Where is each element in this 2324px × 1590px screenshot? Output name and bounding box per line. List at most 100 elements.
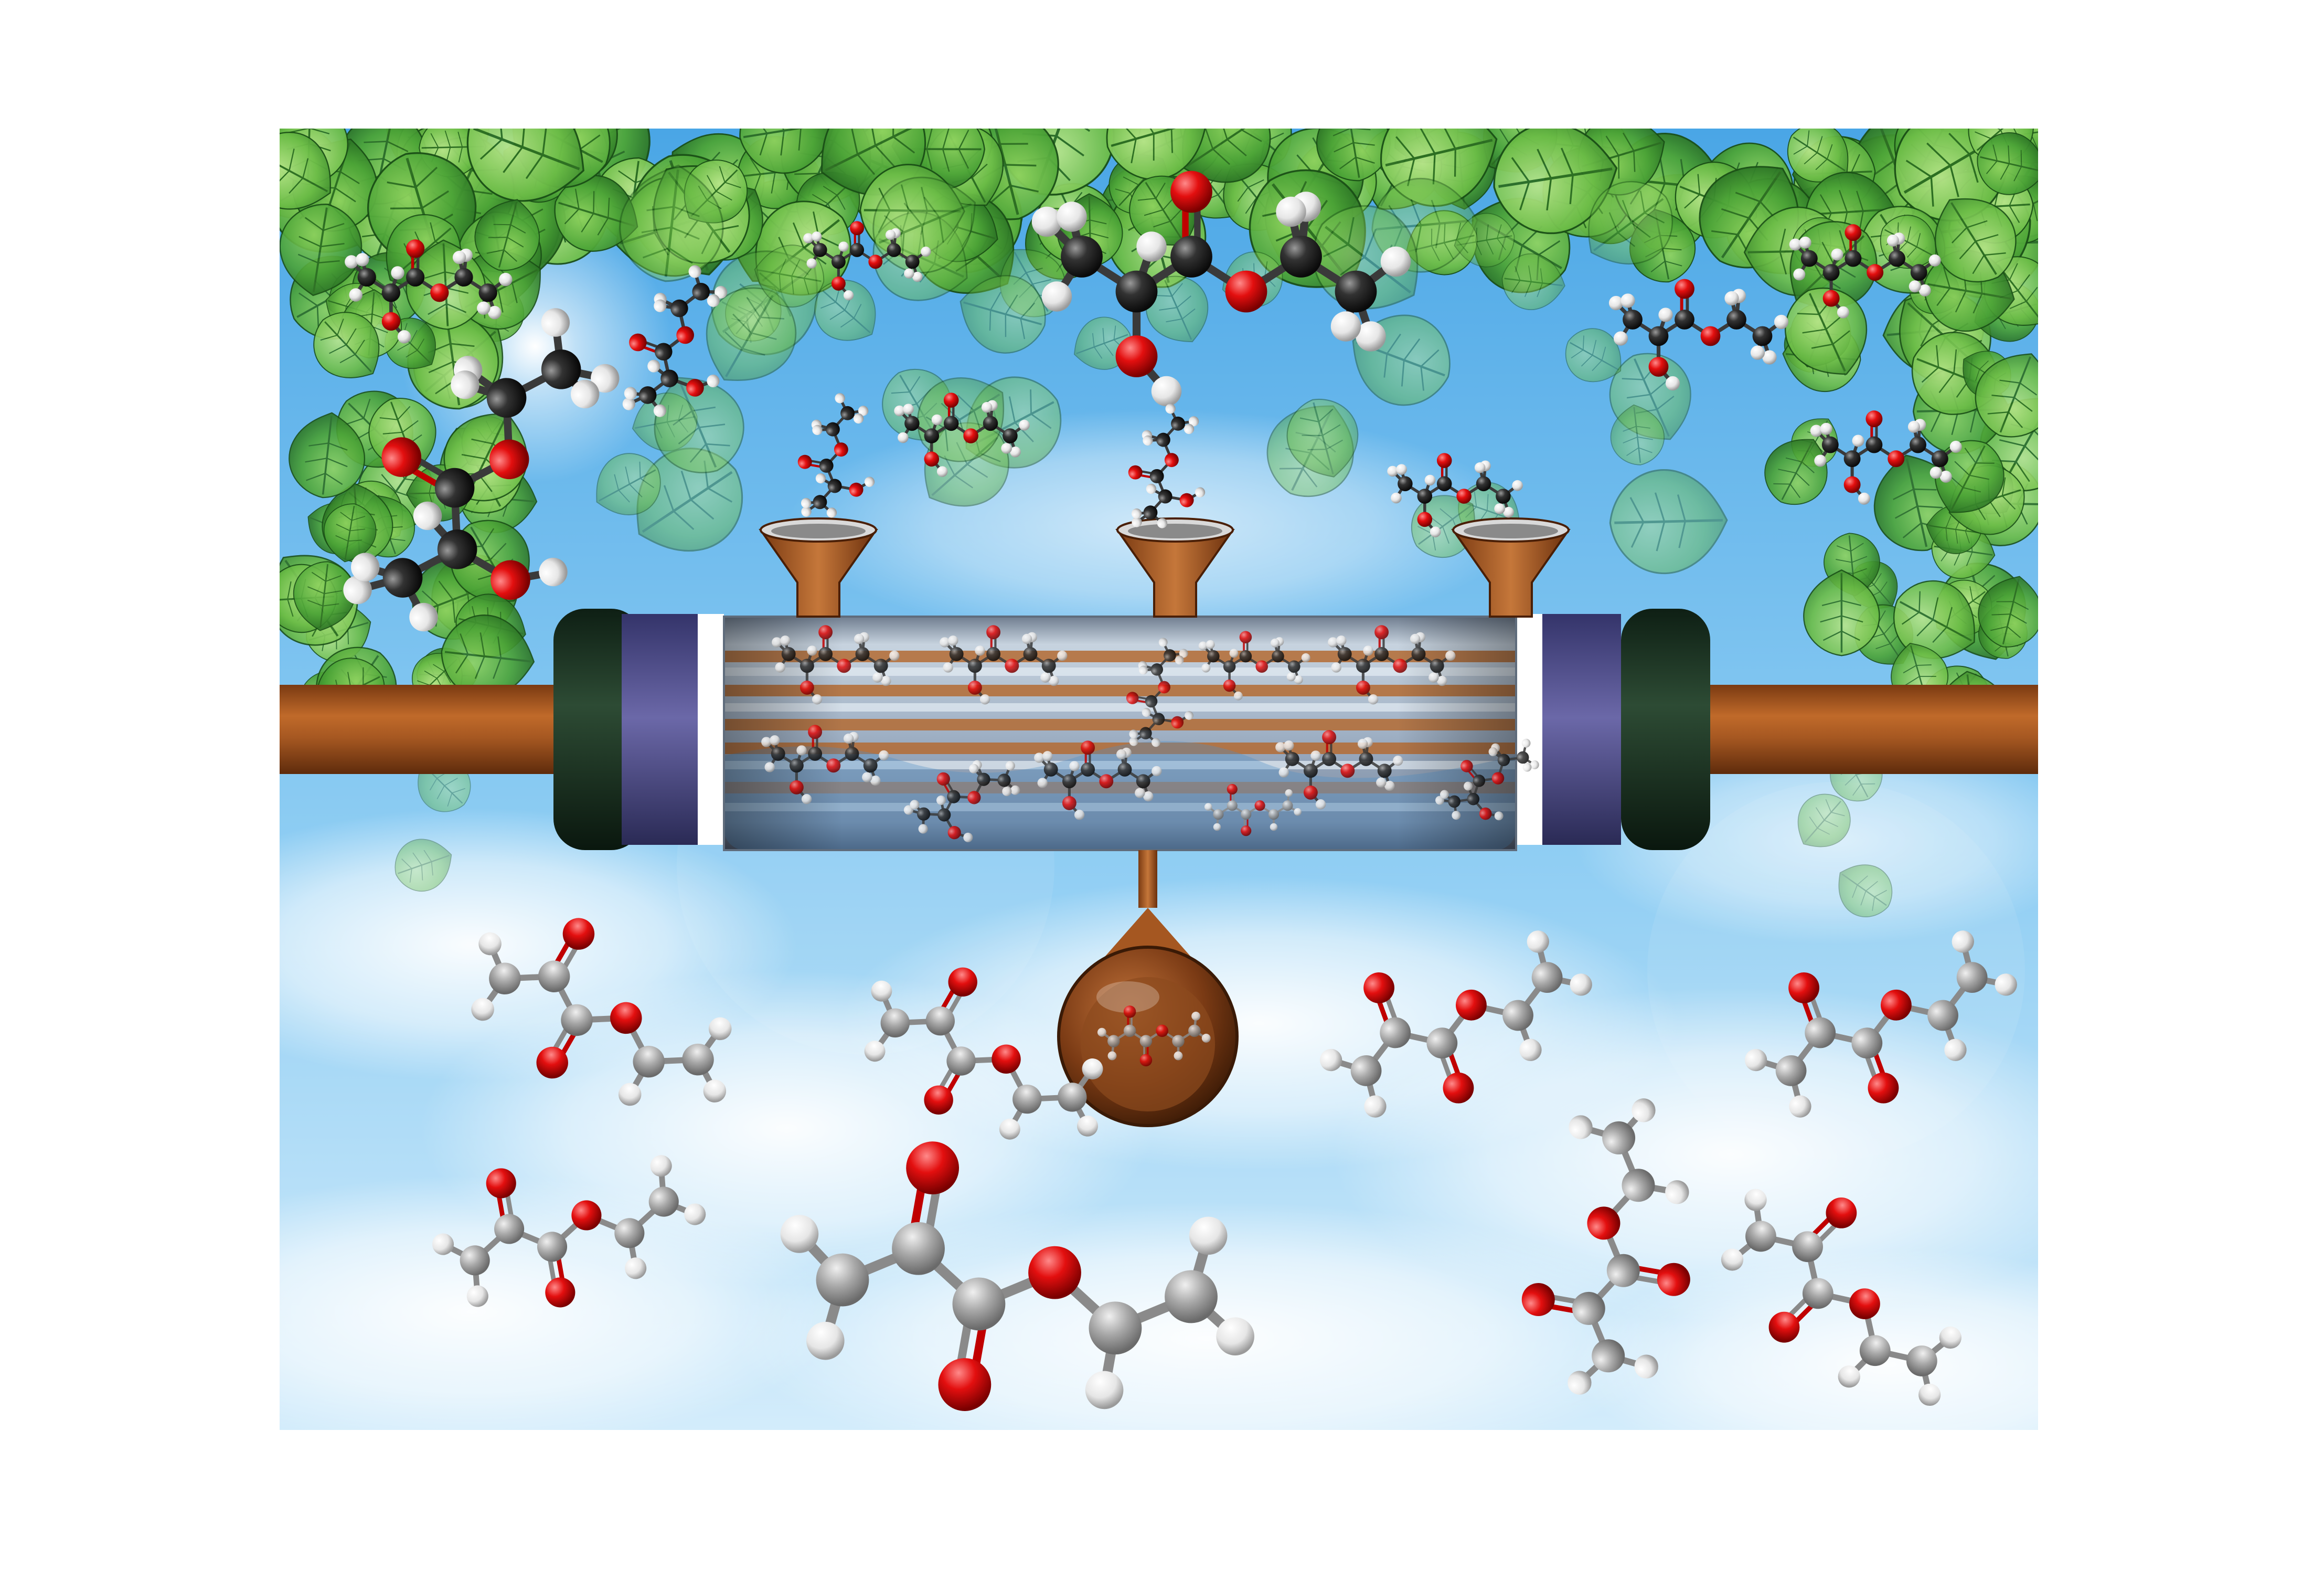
oxygen-atom <box>489 439 529 480</box>
hydrogen-atom <box>1158 638 1168 647</box>
carbon-atom <box>799 659 814 673</box>
carbon-atom <box>1081 762 1095 777</box>
hydrogen-atom <box>539 557 568 587</box>
oxygen-atom <box>1322 730 1337 745</box>
carbon-atom <box>1805 1017 1836 1048</box>
hydrogen-atom <box>409 602 438 632</box>
hydrogen-atom <box>1146 483 1157 494</box>
leaf <box>1501 253 1565 310</box>
carbon-atom <box>1288 660 1300 673</box>
carbon-atom <box>1158 489 1172 504</box>
leaf <box>280 132 331 210</box>
oxygen-atom <box>1700 326 1721 346</box>
oxygen-atom <box>837 659 851 673</box>
hydrogen-atom <box>1229 649 1239 658</box>
carbon-atom <box>1089 1301 1142 1355</box>
oxygen-atom <box>826 758 841 773</box>
hydrogen-atom <box>1665 376 1680 391</box>
hydrogen-atom <box>451 370 479 399</box>
ethyl-lactate-molecule <box>1810 410 1962 505</box>
oxygen-atom <box>406 239 425 258</box>
carbon-atom <box>813 242 827 257</box>
carbon-atom <box>1139 1035 1153 1047</box>
leaf <box>1493 129 1618 235</box>
carbon-atom <box>1152 713 1165 725</box>
oxygen-atom <box>1456 489 1472 504</box>
hydrogen-atom <box>894 405 905 417</box>
hydrogen-atom <box>1315 799 1326 810</box>
carbon-atom <box>1851 1027 1883 1059</box>
hydrogen-atom <box>1275 742 1286 752</box>
ethyl-lactate-molecule <box>1034 740 1162 820</box>
hydrogen-atom <box>1175 655 1184 665</box>
carbon-atom <box>1792 1231 1823 1263</box>
carbon-atom <box>845 746 859 761</box>
carbon-atom <box>1165 1270 1218 1323</box>
oxygen-atom <box>1881 989 1912 1021</box>
carbon-atom <box>1207 650 1220 663</box>
leaf <box>1803 569 1880 656</box>
carbon-atom <box>1335 270 1377 313</box>
hydrogen-atom <box>1085 1371 1124 1409</box>
leaf-canopy <box>280 129 2038 917</box>
oxygen-atom <box>1393 659 1408 673</box>
hydrogen-atom <box>903 404 914 415</box>
oxygen-atom <box>938 1358 992 1411</box>
carbon-atom <box>1602 1121 1636 1154</box>
carbon-atom <box>670 299 688 317</box>
carbon-atom <box>855 646 870 661</box>
hydrogen-atom <box>1522 762 1532 772</box>
leaf <box>1975 353 2038 438</box>
hydrogen-atom <box>826 507 837 518</box>
hydrogen-atom <box>1206 640 1215 649</box>
hydrogen-atom <box>541 308 570 337</box>
hydrogen-atom <box>471 998 494 1021</box>
carbon-atom <box>840 406 855 420</box>
leaf <box>1893 580 1975 659</box>
hydrogen-atom <box>918 824 928 834</box>
oxygen-atom <box>1443 1072 1474 1104</box>
carbon-atom <box>813 495 827 510</box>
oxygen-atom <box>1099 774 1114 789</box>
hydrogen-atom <box>1952 930 1974 953</box>
oxygen-atom <box>967 791 981 804</box>
hydrogen-atom <box>1152 738 1160 747</box>
leaf <box>814 280 876 341</box>
carbon-atom <box>1906 1345 1937 1376</box>
hydrogen-atom <box>1195 487 1206 497</box>
oxygen-atom <box>1768 1311 1800 1343</box>
hydrogen-atom <box>775 662 785 673</box>
hydrogen-atom <box>931 414 943 426</box>
hydrogen-atom <box>812 425 823 436</box>
carbon-atom <box>1374 646 1389 661</box>
hydrogen-atom <box>703 1079 727 1103</box>
carbon-atom <box>831 255 846 269</box>
hydrogen-atom <box>707 374 720 388</box>
hydrogen-atom <box>948 635 958 646</box>
hydrogen-atom <box>1001 443 1012 454</box>
hydrogen-atom <box>653 404 667 417</box>
leaf <box>739 129 836 174</box>
oxygen-atom <box>1126 692 1139 704</box>
leaf <box>1977 132 2038 195</box>
carbon-atom <box>648 1186 679 1217</box>
hydrogen-atom <box>1135 788 1145 798</box>
hydrogen-atom <box>889 650 900 661</box>
carbon-atom <box>692 282 710 301</box>
illustration-panel <box>280 129 2038 1430</box>
hydrogen-atom <box>1357 738 1368 749</box>
oxygen-atom <box>850 221 865 236</box>
hydrogen-atom <box>684 1203 706 1225</box>
oxygen-atom <box>686 379 704 397</box>
hydrogen-atom <box>835 393 845 404</box>
hydrogen-atom <box>1428 672 1439 683</box>
hydrogen-atom <box>1278 767 1289 778</box>
hydrogen-atom <box>858 406 869 416</box>
hydrogen-atom <box>1658 308 1673 322</box>
hydrogen-atom <box>943 662 953 673</box>
hydrogen-atom <box>356 253 369 267</box>
hydrogen-atom <box>1336 635 1347 646</box>
hydrogen-atom <box>1010 785 1020 795</box>
hydrogen-atom <box>1132 517 1142 527</box>
leaf <box>289 412 366 499</box>
